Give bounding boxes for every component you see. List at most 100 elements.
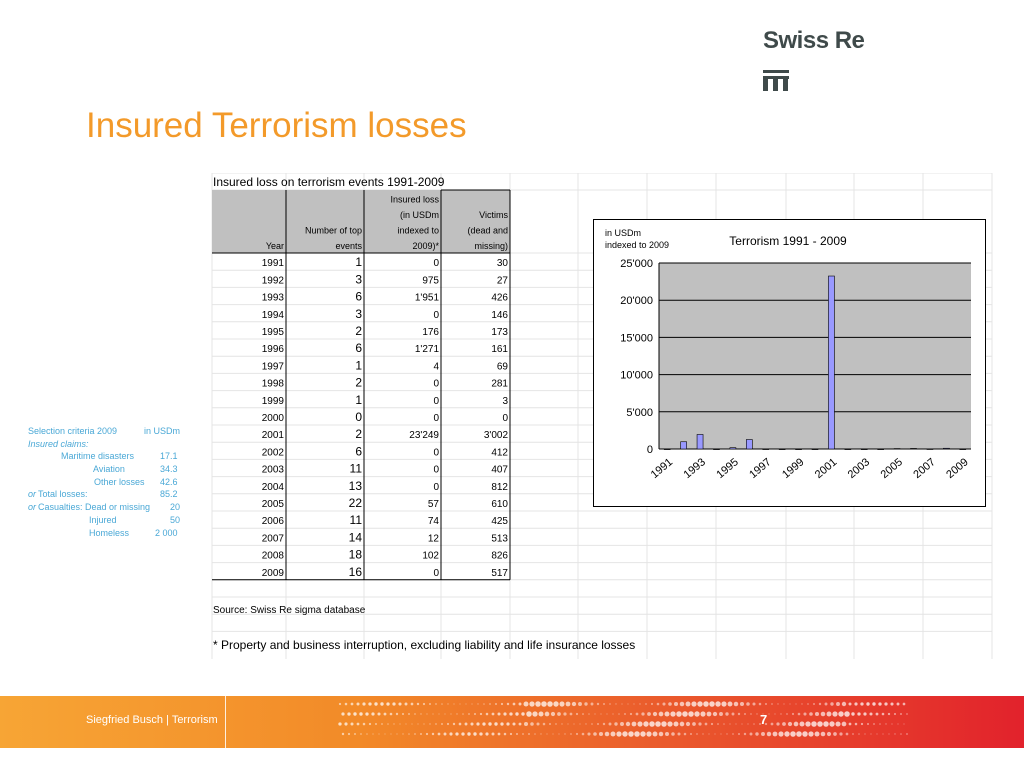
bar-2005 [893,448,901,450]
cell-year: 1992 [262,275,285,286]
cell-victims: 826 [491,551,508,562]
cell-year: 1994 [262,310,285,321]
criteria-label: Homeless [89,527,130,538]
source-note: Source: Swiss Re sigma database [213,605,366,616]
cell-year: 1997 [262,361,285,372]
table-row: 1996 6 1'271 161 [262,341,509,355]
cell-victims: 517 [491,568,508,579]
cell-insured-loss: 0 [433,379,439,390]
cell-victims: 407 [491,465,508,476]
table-row: 2005 22 57 610 [262,496,509,510]
criteria-label: Casualties: Dead or missing [38,502,151,513]
cell-victims: 425 [491,516,508,527]
footer-text: Siegfried Busch | Terrorism [86,714,218,726]
y-tick-label: 15'000 [620,332,653,344]
cell-events: 18 [349,548,363,562]
cell-year: 2004 [262,482,285,493]
cell-events: 14 [349,530,363,544]
table-row: 1995 2 176 173 [262,324,509,338]
cell-insured-loss: 0 [433,482,439,493]
header-insured-loss: Insured loss [390,195,439,205]
cell-insured-loss: 74 [428,516,440,527]
y-tick-label: 5'000 [626,407,653,419]
criteria-prefix: or [28,502,37,513]
cell-events: 16 [349,565,363,579]
criteria-label: Maritime disasters [61,451,135,462]
table-row: 2000 0 0 0 [262,410,509,424]
cell-events: 11 [350,462,363,476]
criteria-label: Other losses [94,476,145,487]
cell-year: 1995 [262,327,285,338]
cell-victims: 161 [491,344,508,355]
criteria-value: 17.1 [160,451,178,462]
table-row: 1992 3 975 27 [262,272,509,286]
y-tick-label: 20'000 [620,295,653,307]
criteria-value: 50 [170,514,181,525]
cell-victims: 281 [491,379,508,390]
footnote: * Property and business interruption, ex… [213,638,635,652]
bar-2006 [910,448,917,450]
cell-victims: 0 [502,413,508,424]
bar-1991 [663,448,671,450]
bar-1992 [680,441,687,450]
criteria-insured-claims: Insured claims: [28,438,89,449]
bar-2008 [943,447,950,450]
bar-2003 [860,448,868,450]
cell-year: 1998 [262,379,285,390]
cell-events: 6 [355,341,362,355]
cell-insured-loss: 176 [422,327,439,338]
table-row: 1994 3 0 146 [262,307,509,321]
bar-2009 [959,448,967,450]
selection-criteria-panel: Selection criteria 2009 in USDm Insured cl… [28,425,188,539]
chart-title: Terrorism 1991 - 2009 [729,234,847,248]
table-row: 2003 11 0 407 [262,462,509,476]
footer-bar: Siegfried Busch | Terrorism 7 [0,696,1024,748]
bar-1995 [729,447,737,450]
cell-events: 6 [355,444,362,458]
cell-insured-loss: 0 [433,465,439,476]
cell-victims: 146 [491,310,508,321]
header-events: events [335,241,362,251]
cell-year: 1991 [262,258,285,269]
cell-insured-loss: 1'271 [415,344,440,355]
cell-victims: 412 [491,447,508,458]
cell-insured-loss: 102 [422,551,439,562]
bar-2000 [811,448,819,450]
cell-victims: 27 [497,275,509,286]
cell-insured-loss: 12 [428,533,440,544]
cell-victims: 69 [497,361,509,372]
loss-table: Year Number of top events Insured loss (in U… [212,189,511,581]
cell-year: 1993 [262,293,285,304]
cell-insured-loss: 975 [422,275,439,286]
y-tick-label: 25'000 [620,258,653,270]
bar-1993 [696,434,704,450]
header-insured-loss: 2009)* [412,241,439,251]
table-row: 1998 2 0 281 [262,376,509,390]
cell-year: 2003 [262,465,285,476]
cell-events: 1 [355,358,362,372]
cell-victims: 812 [491,482,508,493]
cell-events: 2 [355,427,362,441]
header-victims: (dead and [467,226,508,236]
criteria-value: 85.2 [160,489,178,500]
cell-victims: 610 [491,499,508,510]
cell-victims: 513 [491,533,508,544]
cell-insured-loss: 0 [433,413,439,424]
criteria-prefix: or [28,489,37,500]
criteria-label: Aviation [93,464,125,475]
header-victims: missing) [474,241,508,251]
cell-year: 2006 [262,516,285,527]
header-insured-loss: (in USDm [400,210,439,220]
cell-insured-loss: 4 [433,361,439,372]
cell-events: 2 [355,376,362,390]
table-row: 2007 14 12 513 [262,530,509,544]
cell-year: 2008 [262,551,285,562]
cell-events: 13 [349,479,363,493]
table-row: 2006 11 74 425 [262,513,509,527]
cell-year: 2002 [262,447,285,458]
cell-events: 11 [350,513,363,527]
cell-events: 3 [355,307,362,321]
table-caption: Insured loss on terrorism events 1991-20… [213,175,445,189]
cell-insured-loss: 0 [433,396,439,407]
spreadsheet: Year Number of top events Insured loss (in U… [211,173,993,659]
